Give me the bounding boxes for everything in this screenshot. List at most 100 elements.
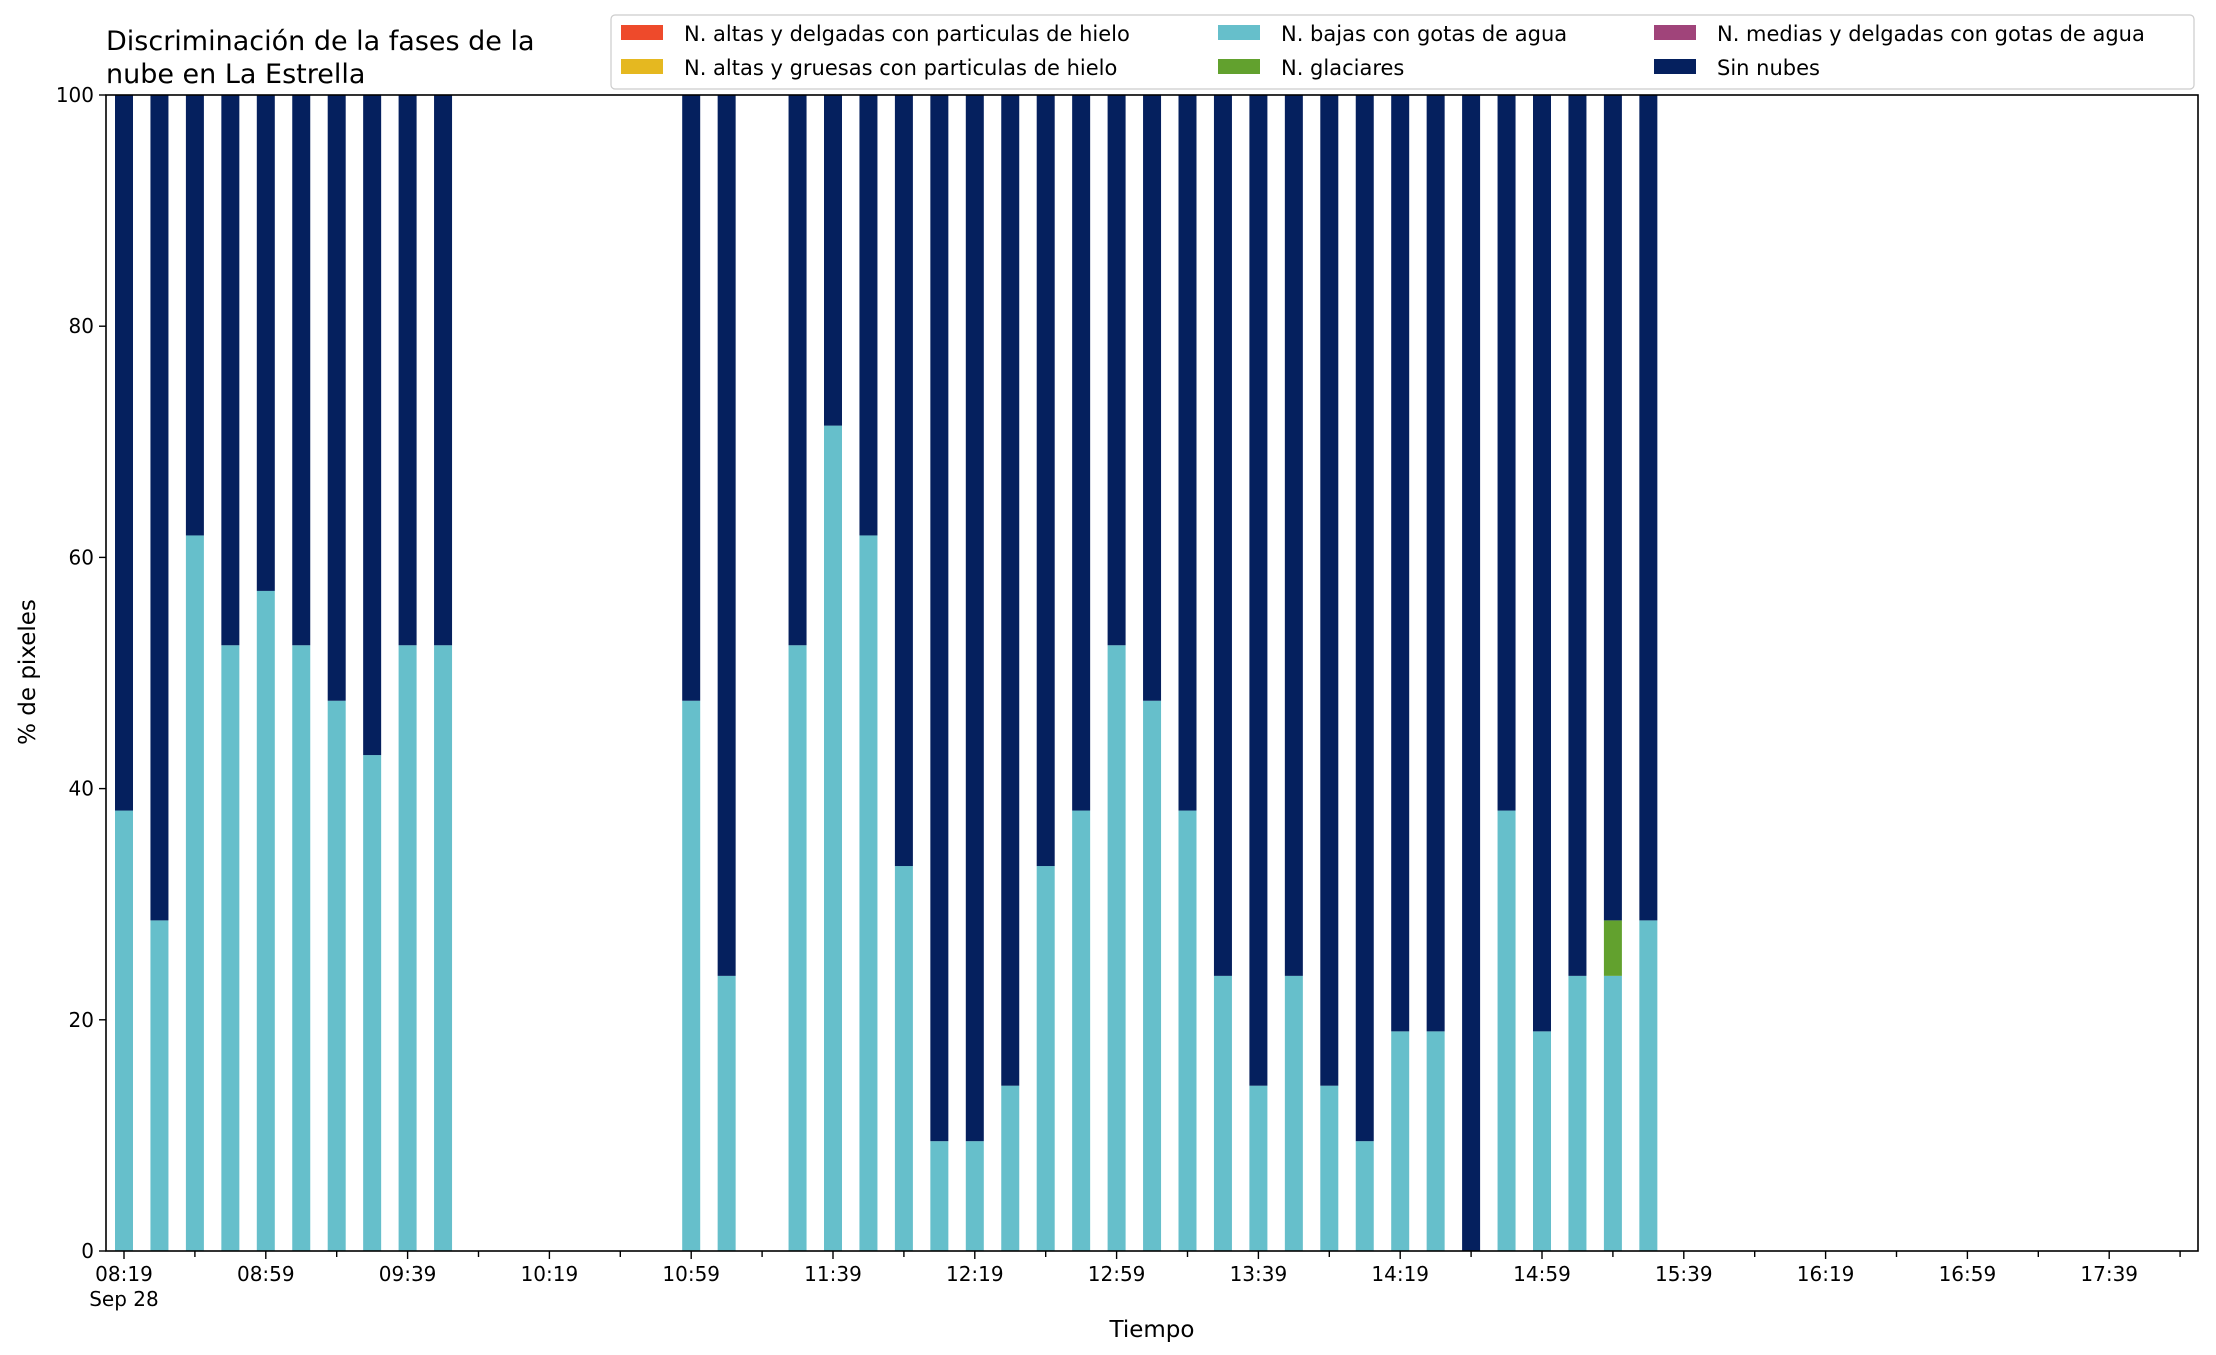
legend: N. altas y delgadas con particulas de hi… [610, 14, 2195, 90]
bar-segment [1178, 810, 1197, 1251]
bar-segment [1639, 920, 1658, 1251]
y-tick-label: 60 [69, 545, 94, 569]
bar-segment [1284, 975, 1303, 1251]
bar-segment [1533, 1031, 1551, 1251]
y-tick-label: 40 [69, 777, 94, 801]
bar-segment [930, 95, 949, 1142]
bar-segment [1533, 95, 1551, 1032]
x-tick-label: 17:39 [2080, 1262, 2138, 1286]
bar-segment [1391, 1031, 1410, 1251]
x-tick-label: 14:59 [1513, 1262, 1571, 1286]
chart-title: Discriminación de la fases de la nube en… [106, 26, 535, 90]
bar-segment [1107, 645, 1126, 1251]
x-tick-label: 08:59 [237, 1262, 295, 1286]
legend-swatch [1218, 25, 1260, 40]
x-date-label: Sep 28 [89, 1287, 159, 1311]
bar-segment [1001, 95, 1020, 1086]
bar-segment [1426, 1031, 1445, 1251]
legend-entry-label: N. medias y delgadas con gotas de agua [1717, 22, 2145, 46]
bar-segment [1320, 1085, 1339, 1251]
legend-entry-label: N. altas y gruesas con particulas de hie… [684, 56, 1117, 80]
legend-entry-label: Sin nubes [1717, 56, 1820, 80]
legend-entry-label: N. bajas con gotas de agua [1281, 22, 1567, 46]
x-axis-label: Tiempo [1109, 1317, 1195, 1343]
legend-swatch [621, 25, 663, 40]
bar-segment [1603, 920, 1622, 976]
bar-segment [1036, 95, 1055, 867]
legend-swatch [621, 59, 663, 74]
bar-segment [434, 645, 453, 1251]
y-tick-label: 0 [81, 1239, 94, 1263]
y-axis: 0 20 40 60 80 100 [56, 83, 106, 1263]
chart-title-line-2: nube en La Estrella [106, 59, 365, 90]
bar-segment [859, 535, 878, 1251]
bar-segment [434, 95, 453, 646]
x-tick-label: 13:39 [1230, 1262, 1288, 1286]
bar-segment [1143, 95, 1162, 701]
y-tick-label: 20 [69, 1008, 94, 1032]
bar-segment [1355, 1141, 1374, 1251]
bar-segment [1143, 700, 1162, 1251]
bar-segment [1603, 95, 1622, 921]
bar-segment [894, 95, 913, 867]
bar-segment [1462, 95, 1481, 1251]
bar-segment [327, 95, 346, 701]
y-axis-label: % de pixeles [15, 599, 41, 745]
bar-segment [717, 95, 736, 976]
x-tick-label: 09:39 [379, 1262, 437, 1286]
legend-swatch [1218, 59, 1260, 74]
bar-segment [221, 645, 240, 1251]
bar-segment [1178, 95, 1197, 811]
bar-segment [1639, 95, 1658, 921]
x-tick-label: 14:19 [1371, 1262, 1429, 1286]
bar-segment [221, 95, 240, 646]
bar-segment [682, 95, 701, 701]
bar-segment [788, 95, 807, 646]
bar-segment [824, 95, 842, 426]
x-tick-label: 12:59 [1088, 1262, 1146, 1286]
bar-segment [930, 1141, 949, 1251]
bar-segment [1568, 95, 1587, 976]
bar-segment [398, 645, 417, 1251]
bar-segment [1497, 95, 1516, 811]
bar-segment [1001, 1085, 1020, 1251]
legend-swatch [1654, 59, 1696, 74]
bar-segment [1603, 975, 1622, 1251]
y-tick-label: 80 [69, 314, 94, 338]
bar-segment [1249, 95, 1268, 1086]
x-tick-label: 12:19 [946, 1262, 1004, 1286]
bar-segment [115, 810, 133, 1251]
x-axis: 08:19 08:59 09:39 10:19 10:59 11:39 12:19 12:59… [89, 1251, 2181, 1311]
legend-swatch [1654, 25, 1696, 40]
bar-segment [150, 920, 169, 1251]
bar-segment [327, 700, 346, 1251]
bar-segment [292, 95, 311, 646]
bar-segment [1072, 95, 1091, 811]
x-tick-label: 10:59 [662, 1262, 720, 1286]
bar-segment [1249, 1085, 1268, 1251]
bar-segment [185, 535, 204, 1251]
bar-segment [1072, 810, 1091, 1251]
legend-entry-label: N. glaciares [1281, 56, 1404, 80]
bar-segment [1213, 95, 1232, 976]
x-tick-label: 16:19 [1797, 1262, 1855, 1286]
chart-title-line-1: Discriminación de la fases de la [106, 26, 535, 57]
x-tick-label: 16:59 [1939, 1262, 1997, 1286]
plot-frame [105, 94, 2199, 1252]
bar-segment [1213, 975, 1232, 1251]
bar-segment [1320, 95, 1339, 1086]
bar-segment [1568, 975, 1587, 1251]
bar-segment [788, 645, 807, 1251]
bar-segment [1497, 810, 1516, 1251]
bar-segment [1426, 95, 1445, 1032]
bar-segment [1107, 95, 1126, 646]
bar-segment [363, 95, 382, 756]
bar-segment [1391, 95, 1410, 1032]
x-tick-label: 11:39 [804, 1262, 862, 1286]
bar-segment [292, 645, 311, 1251]
bar-segment [115, 95, 133, 811]
y-tick-label: 100 [56, 83, 94, 107]
x-tick-label: 15:39 [1655, 1262, 1713, 1286]
bar-segment [1284, 95, 1303, 976]
